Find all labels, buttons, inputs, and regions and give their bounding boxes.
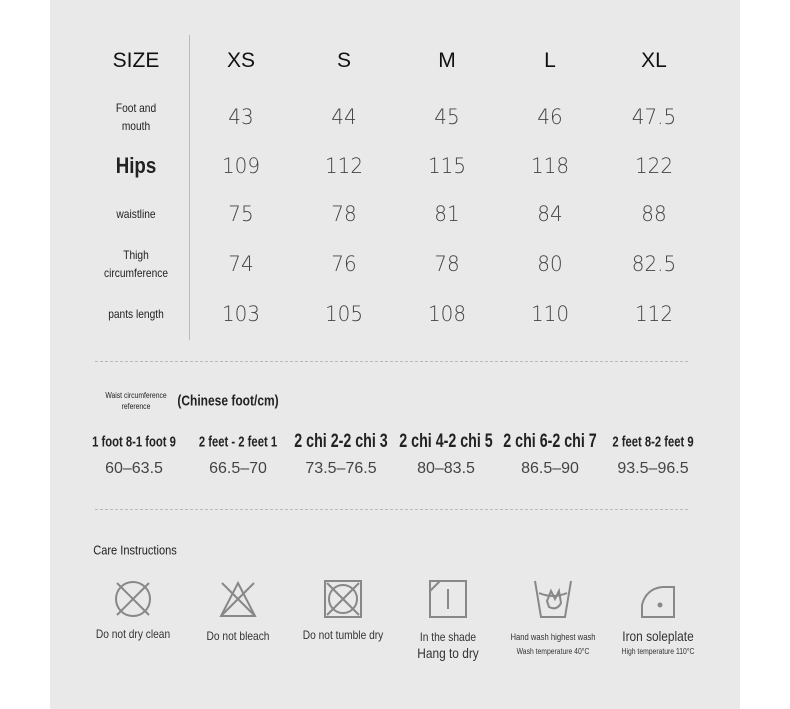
hand-wash-icon [534, 580, 572, 618]
waist-feet-label: 1 foot 8-1 foot 9 [92, 433, 176, 451]
waist-feet-label: 2 chi 2-2 chi 3 [294, 431, 388, 452]
row-label: Thigh circumference [103, 248, 169, 280]
table-cell: 80 [537, 252, 563, 276]
size-chart-panel [50, 0, 740, 709]
table-cell: 109 [221, 154, 261, 178]
waist-cm-value: 80–83.5 [417, 460, 475, 477]
table-cell: 88 [641, 202, 667, 226]
table-cell: 122 [634, 154, 674, 178]
table-cell: 45 [434, 105, 460, 129]
header-xs: XS [226, 49, 256, 72]
table-cell: 112 [324, 154, 364, 178]
care-label: Do not tumble dry [302, 628, 384, 642]
table-cell: 115 [427, 154, 467, 178]
divider [95, 361, 688, 362]
row-label: pants length [108, 307, 164, 321]
divider [95, 509, 688, 510]
care-label: Do not dry clean [95, 627, 171, 641]
waist-feet-label: 2 chi 4-2 chi 5 [399, 431, 493, 452]
table-cell: 118 [530, 154, 570, 178]
table-cell: 103 [221, 302, 261, 326]
waist-feet-label: 2 chi 6-2 chi 7 [503, 431, 597, 452]
table-cell: 47.5 [631, 105, 677, 129]
no-bleach-icon [219, 580, 257, 617]
table-cell: 44 [331, 105, 357, 129]
care-sublabel: High temperature 110°C [621, 647, 695, 656]
care-title: Care Instructions [93, 542, 177, 558]
table-cell: 74 [228, 252, 254, 276]
waist-cm-value: 93.5–96.5 [617, 460, 689, 477]
row-label: Foot and mouth [115, 101, 157, 133]
row-label: waistline [116, 207, 156, 221]
care-label: Do not bleach [206, 629, 270, 643]
table-cell: 105 [324, 302, 364, 326]
header-s: S [336, 49, 352, 72]
header-size: SIZE [112, 49, 160, 72]
no-dry-clean-icon [115, 581, 151, 617]
table-cell: 112 [634, 302, 674, 326]
table-cell: 81 [434, 202, 460, 226]
table-cell: 46 [537, 105, 563, 129]
waist-feet-label: 2 feet - 2 feet 1 [198, 433, 278, 451]
table-cell: 43 [228, 105, 254, 129]
care-label: Hand wash highest wash [510, 632, 596, 642]
shade-dry-icon [429, 580, 467, 618]
header-m: M [438, 49, 456, 72]
care-label: In the shade [419, 630, 477, 644]
no-tumble-dry-icon [324, 580, 362, 618]
waist-cm-value: 86.5–90 [521, 460, 579, 477]
care-sublabel: Hang to dry [417, 645, 479, 661]
table-cell: 75 [228, 202, 254, 226]
waist-feet-label: 2 feet 8-2 feet 9 [612, 433, 694, 451]
table-cell: 84 [537, 202, 563, 226]
table-cell: 78 [331, 202, 357, 226]
waist-cm-value: 60–63.5 [105, 460, 163, 477]
waist-cm-value: 66.5–70 [209, 460, 267, 477]
table-cell: 76 [331, 252, 357, 276]
divider [189, 35, 190, 340]
care-sublabel: Wash temperature 40°C [516, 647, 590, 656]
row-label: Hips [115, 153, 157, 178]
waist-title-small: Waist circumference reference [105, 391, 167, 411]
table-cell: 82.5 [631, 252, 677, 276]
table-cell: 110 [530, 302, 570, 326]
waist-cm-value: 73.5–76.5 [305, 460, 377, 477]
table-cell: 108 [427, 302, 467, 326]
header-l: L [544, 49, 556, 72]
waist-title-unit: (Chinese foot/cm) [177, 392, 279, 410]
iron-icon [641, 586, 675, 618]
care-label: Iron soleplate [622, 628, 694, 644]
table-cell: 78 [434, 252, 460, 276]
header-xl: XL [641, 49, 667, 72]
